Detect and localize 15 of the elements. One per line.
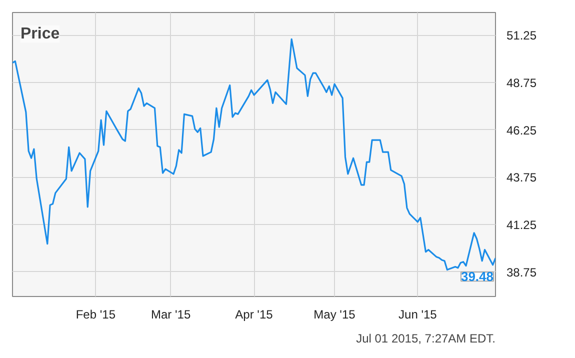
x-tick-label: Jun '15 (398, 308, 438, 322)
x-tick-label: Mar '15 (150, 308, 191, 322)
annotation: 39.48 (460, 269, 494, 284)
text: Jul 01 2015, 7:27AM EDT. (356, 332, 496, 346)
y-tick-label: 48.75 (506, 76, 537, 90)
line-series (12, 38, 496, 271)
text: Price (20, 26, 60, 42)
y-tick-label: 43.75 (506, 170, 537, 185)
y-tick-label: 41.25 (506, 218, 537, 232)
x-tick-label: Apr '15 (235, 308, 274, 322)
x-tick-label: May '15 (314, 308, 356, 322)
y-tick-label: 46.25 (506, 123, 537, 138)
y-tick-label: 51.25 (506, 28, 537, 43)
x-tick-label: Feb '15 (76, 308, 116, 322)
y-tick-label: 38.75 (506, 265, 537, 280)
